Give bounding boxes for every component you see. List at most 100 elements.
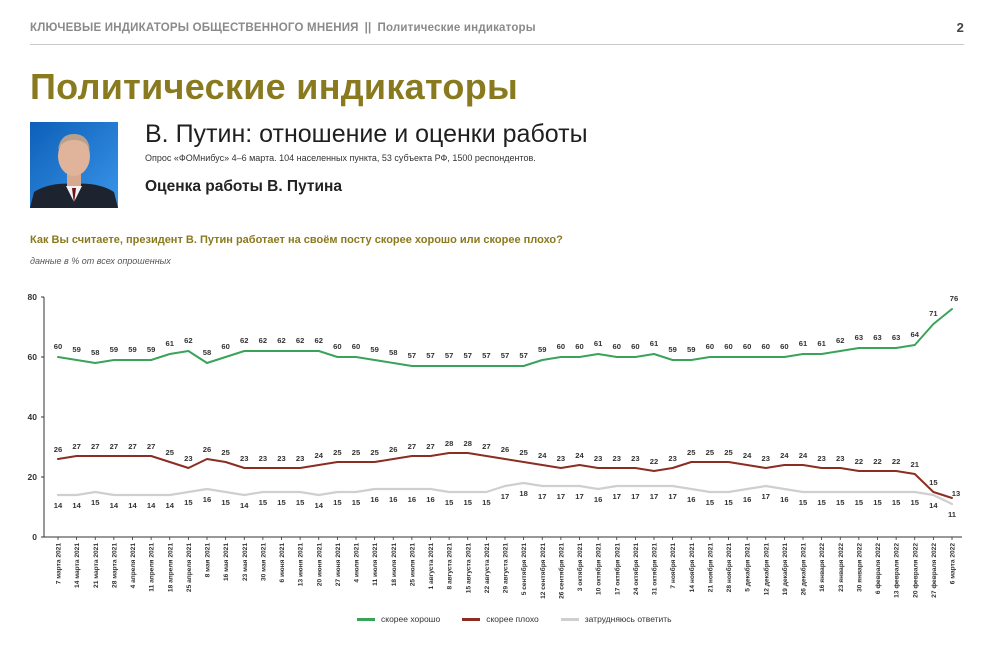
- data-label-0: 60: [706, 342, 714, 351]
- legend-swatch-bad: [462, 617, 481, 621]
- data-label-1: 27: [426, 442, 434, 451]
- data-label-1: 23: [631, 454, 639, 463]
- data-label-1: 25: [221, 448, 230, 457]
- legend-label-bad: скорее плохо: [486, 614, 539, 624]
- header-section: Политические индикаторы: [377, 22, 536, 34]
- y-tick-label: 40: [28, 412, 38, 422]
- data-label-2: 15: [333, 498, 342, 507]
- data-label-0: 64: [911, 330, 920, 339]
- x-tick-label: 11 апреля 2021: [149, 543, 156, 592]
- x-tick-label: 20 июня 2021: [316, 543, 323, 587]
- data-label-2: 11: [948, 510, 957, 519]
- data-label-2: 15: [277, 498, 286, 507]
- portrait-photo: [30, 122, 118, 208]
- data-label-0: 61: [650, 339, 659, 348]
- y-tick-label: 20: [28, 472, 38, 482]
- legend-item-good: скорее хорошо: [357, 614, 440, 624]
- legend-swatch-good: [357, 617, 375, 621]
- data-label-0: 60: [762, 342, 770, 351]
- data-label-0: 59: [687, 345, 695, 354]
- data-label-0: 59: [668, 345, 676, 354]
- data-label-0: 58: [203, 348, 211, 357]
- data-label-2: 17: [501, 492, 509, 501]
- data-label-2: 14: [166, 501, 175, 510]
- data-label-2: 15: [873, 498, 882, 507]
- data-label-2: 14: [110, 501, 119, 510]
- data-label-0: 62: [315, 336, 323, 345]
- legend-label-good: скорее хорошо: [381, 614, 441, 624]
- data-label-0: 60: [54, 342, 62, 351]
- y-tick-label: 80: [28, 292, 38, 302]
- series-line-2: [56, 481, 954, 506]
- data-label-2: 14: [72, 501, 81, 510]
- data-label-0: 57: [482, 351, 490, 360]
- x-tick-label: 26 декабря 2021: [800, 543, 808, 596]
- data-label-0: 63: [873, 333, 881, 342]
- data-label-0: 60: [352, 342, 360, 351]
- data-label-1: 21: [911, 460, 920, 469]
- data-label-1: 25: [333, 448, 342, 457]
- data-label-0: 63: [892, 333, 900, 342]
- data-label-0: 62: [277, 336, 285, 345]
- data-label-1: 27: [110, 442, 118, 451]
- x-tick-label: 11 июля 2021: [372, 543, 379, 586]
- data-label-0: 57: [464, 351, 472, 360]
- header-publication: КЛЮЧЕВЫЕ ИНДИКАТОРЫ ОБЩЕСТВЕННОГО МНЕНИЯ: [30, 22, 359, 34]
- x-tick-label: 23 января 2022: [838, 543, 845, 592]
- data-label-0: 58: [91, 348, 99, 357]
- data-label-1: 24: [538, 451, 547, 460]
- data-label-2: 15: [482, 498, 491, 507]
- survey-info: Опрос «ФОМнибус» 4–6 марта. 104 населенн…: [145, 153, 536, 163]
- x-tick-label: 5 декабря 2021: [744, 543, 752, 592]
- x-tick-label: 14 ноября 2021: [688, 543, 696, 593]
- data-label-2: 17: [762, 492, 770, 501]
- data-label-1: 24: [780, 451, 789, 460]
- x-tick-label: 25 апреля 2021: [186, 543, 193, 592]
- data-label-0: 59: [147, 345, 155, 354]
- data-label-2: 15: [445, 498, 454, 507]
- data-label-1: 25: [352, 448, 361, 457]
- data-label-0: 59: [538, 345, 546, 354]
- data-label-1: 27: [147, 442, 155, 451]
- x-tick-label: 15 августа 2021: [465, 543, 472, 594]
- data-label-2: 15: [892, 498, 901, 507]
- data-label-0: 57: [426, 351, 434, 360]
- x-tick-label: 23 мая 2021: [242, 543, 249, 581]
- data-label-1: 23: [184, 454, 192, 463]
- data-label-2: 16: [780, 495, 788, 504]
- legend-swatch-hard: [560, 617, 579, 621]
- data-label-1: 25: [724, 448, 733, 457]
- data-label-2: 15: [817, 498, 826, 507]
- data-label-2: 15: [855, 498, 864, 507]
- data-label-0: 62: [836, 336, 844, 345]
- data-label-0: 62: [296, 336, 304, 345]
- data-label-2: 15: [259, 498, 268, 507]
- data-label-2: 15: [724, 498, 733, 507]
- data-label-2: 16: [389, 495, 397, 504]
- data-label-1: 23: [594, 454, 602, 463]
- legend-item-bad: скорее плохо: [462, 614, 539, 624]
- data-label-2: 17: [613, 492, 621, 501]
- header-separator: ||: [364, 22, 372, 34]
- data-label-2: 15: [911, 498, 920, 507]
- x-tick-label: 10 октября 2021: [595, 543, 603, 595]
- data-label-0: 60: [724, 342, 732, 351]
- data-label-0: 60: [613, 342, 621, 351]
- data-label-1: 27: [408, 442, 416, 451]
- data-label-2: 15: [706, 498, 715, 507]
- x-tick-label: 17 октября 2021: [613, 543, 621, 595]
- data-label-2: 16: [743, 495, 751, 504]
- data-label-0: 61: [166, 339, 175, 348]
- data-label-0: 60: [575, 342, 583, 351]
- data-label-1: 23: [836, 454, 844, 463]
- data-label-1: 23: [613, 454, 621, 463]
- x-tick-label: 28 ноября 2021: [725, 543, 733, 593]
- data-label-1: 24: [743, 451, 752, 460]
- data-label-0: 61: [594, 339, 603, 348]
- chart-legend: скорее хорошо скорее плохо затрудняюсь о…: [357, 614, 672, 624]
- data-label-2: 16: [426, 495, 434, 504]
- data-label-1: 27: [72, 442, 80, 451]
- data-label-2: 17: [631, 492, 639, 501]
- data-label-1: 26: [501, 445, 509, 454]
- data-label-1: 23: [668, 454, 676, 463]
